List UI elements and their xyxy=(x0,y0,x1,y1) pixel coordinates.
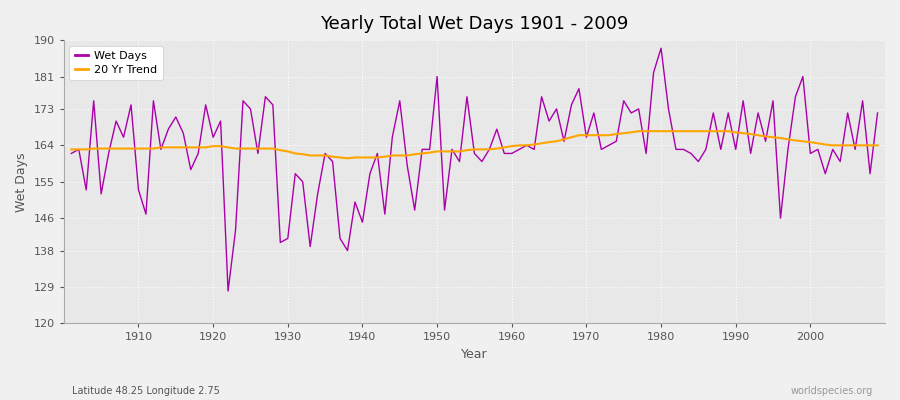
Text: worldspecies.org: worldspecies.org xyxy=(791,386,873,396)
Text: Latitude 48.25 Longitude 2.75: Latitude 48.25 Longitude 2.75 xyxy=(72,386,220,396)
Legend: Wet Days, 20 Yr Trend: Wet Days, 20 Yr Trend xyxy=(69,46,163,80)
X-axis label: Year: Year xyxy=(461,348,488,361)
Title: Yearly Total Wet Days 1901 - 2009: Yearly Total Wet Days 1901 - 2009 xyxy=(320,15,628,33)
Y-axis label: Wet Days: Wet Days xyxy=(15,152,28,212)
